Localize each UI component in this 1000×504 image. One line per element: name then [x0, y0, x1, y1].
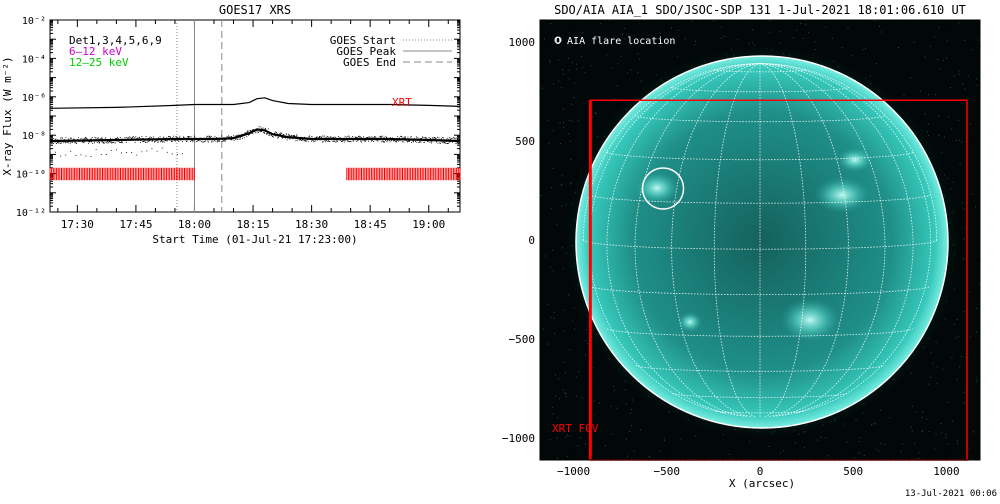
latitude-line — [713, 69, 807, 73]
aia-x-tick-label: 500 — [843, 465, 863, 478]
longitude-line — [759, 63, 807, 417]
xrt-coverage-ticks — [49, 167, 461, 181]
goes-x-axis-label: Start Time (01-Jul-21 17:23:00) — [152, 233, 357, 246]
aia-legend-symbol — [554, 36, 562, 44]
aia-legend: O AIA flare location — [554, 36, 675, 47]
aia-x-tick-label: 1000 — [933, 465, 960, 478]
latitude-line — [635, 365, 885, 372]
aia-y-tick-label: 1000 — [509, 36, 536, 49]
longitude-line — [759, 63, 886, 417]
goes-y-axis-label: X-ray Flux (W m⁻²) — [1, 56, 14, 175]
aia-x-axis-label: X (arcsec) — [729, 477, 795, 490]
active-region-ne2 — [837, 148, 873, 172]
legend-12-25kev: 12–25 keV — [69, 56, 129, 69]
y-tick-label: 10⁻² — [22, 16, 46, 27]
longitude-line — [606, 63, 761, 417]
y-tick-label: 10⁻⁴ — [22, 54, 46, 65]
longitude-line — [634, 63, 761, 417]
footer-timestamp: 13-Jul-2021 00:06 — [905, 489, 997, 499]
heliographic-grid — [582, 63, 938, 417]
longitude-line — [759, 63, 938, 241]
legend-goes-start: GOES Start — [330, 34, 396, 47]
goes-long-channel-line — [49, 97, 461, 109]
aia-x-tick-label: 0 — [757, 465, 764, 478]
aia-y-tick-label: 0 — [528, 234, 535, 247]
sun-limb — [575, 55, 949, 429]
xrt-fov-label: XRT FOV — [552, 422, 599, 435]
aia-y-tick-label: −500 — [509, 333, 536, 346]
goes-event-markers — [176, 20, 223, 212]
latitude-line — [589, 285, 931, 295]
sun-disk — [576, 56, 948, 428]
active-regions — [635, 148, 873, 342]
aia-panel: SDO/AIA AIA_1 SDO/JSOC-SDP 131 1-Jul-202… — [502, 3, 997, 499]
xrt-curve-label: XRT — [392, 96, 412, 109]
flare-location-circle — [641, 167, 685, 210]
goes-y-axis: 10⁻¹² 10⁻¹⁰ 10⁻⁸ 10⁻⁶ 10⁻⁴ 10⁻² — [16, 16, 460, 219]
aia-title: SDO/AIA AIA_1 SDO/JSOC-SDP 131 1-Jul-202… — [554, 3, 966, 17]
longitude-line — [713, 63, 761, 417]
longitude-line — [759, 63, 849, 417]
aia-x-tick-label: −1000 — [557, 465, 590, 478]
aia-x-tick-label: −500 — [654, 465, 681, 478]
latitude-line — [606, 151, 914, 161]
aia-y-tick-label: −1000 — [502, 432, 535, 445]
goes-short-channel-scatter — [50, 126, 461, 145]
active-region-s — [780, 298, 840, 342]
y-tick-label: 10⁻¹² — [16, 208, 46, 219]
xrt-coverage-block — [49, 167, 195, 181]
legend-goes-peak: GOES Peak — [336, 45, 396, 58]
y-tick-label: 10⁻⁸ — [22, 131, 46, 142]
active-region-ne — [814, 177, 870, 213]
legend-6-12kev: 6–12 keV — [69, 45, 122, 58]
x-tick-label: 18:15 — [236, 218, 269, 231]
longitude-line — [759, 63, 914, 417]
x-tick-label: 17:45 — [119, 218, 152, 231]
goes-title: GOES17 XRS — [219, 3, 291, 17]
y-tick-label: 10⁻¹⁰ — [16, 170, 46, 181]
active-region-flare — [635, 172, 679, 204]
x-tick-label: 18:45 — [354, 218, 387, 231]
active-region-sw — [678, 312, 702, 332]
aia-axes: −1000 −500 0 500 1000 −1000 −500 0 500 1000 — [502, 20, 980, 478]
x-tick-label: 17:30 — [61, 218, 94, 231]
goes-x-axis: 17:30 17:45 18:00 18:15 18:30 18:45 19:00 — [57, 20, 449, 231]
x-tick-label: 18:00 — [178, 218, 211, 231]
legend-goes-end: GOES End — [343, 56, 396, 69]
latitude-line — [606, 328, 914, 337]
legend-det: Det1,3,4,5,6,9 — [69, 34, 162, 47]
y-tick-label: 10⁻⁶ — [22, 93, 46, 104]
x-tick-label: 19:00 — [412, 218, 445, 231]
goes-panel: GOES17 XRS 10⁻¹² 10⁻¹⁰ 10⁻⁸ 10⁻⁶ 10⁻⁴ 10⁻² 17… — [1, 3, 461, 246]
longitude-line — [671, 63, 761, 417]
xrt-coverage-block — [346, 167, 461, 181]
goes-short-channel-outliers — [50, 147, 183, 157]
aia-legend-label: O AIA flare location — [555, 36, 675, 47]
x-tick-label: 18:30 — [295, 218, 328, 231]
goes-series-group — [49, 97, 461, 157]
aia-y-tick-label: 500 — [515, 135, 535, 148]
